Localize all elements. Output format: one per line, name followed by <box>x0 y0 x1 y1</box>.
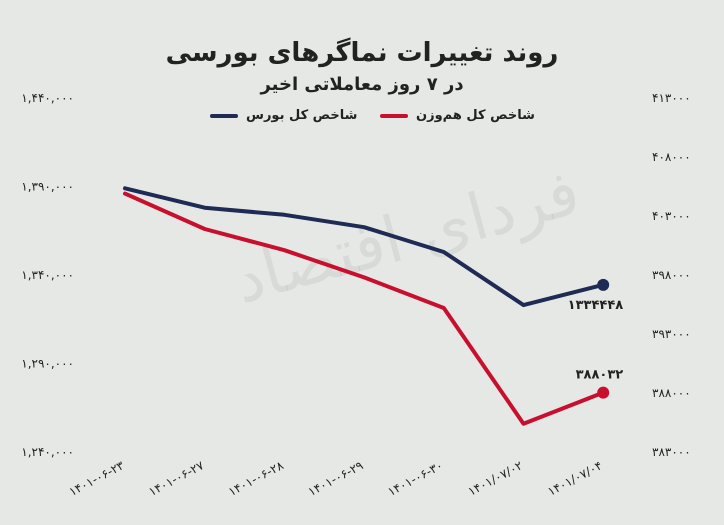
series-end-point-1 <box>597 386 610 399</box>
right-axis-tick-label: ۴۱۳۰۰۰ <box>652 91 691 105</box>
x-axis-tick-label: ۱۴۰۱/۰۷/۰۴ <box>545 458 604 498</box>
chart-title: روند تغییرات نماگرهای بورسی <box>165 38 559 68</box>
legend-label-total-index: شاخص کل بورس <box>246 108 358 123</box>
series-line-0 <box>123 186 606 308</box>
left-axis-tick-label: ۱,۲۴۰,۰۰۰ <box>21 445 74 459</box>
legend-label-equal-weight-index: شاخص کل هم‌وزن <box>416 108 535 123</box>
legend-item-total-index: شاخص کل بورس <box>210 108 357 123</box>
chart-subtitle: در ۷ روز معاملاتی اخیر <box>260 74 464 95</box>
x-axis-tick-label: ۱۴۰۱-۰۶-۲۸ <box>226 458 286 499</box>
left-axis-tick-label: ۱,۳۹۰,۰۰۰ <box>21 180 74 194</box>
right-axis-tick-label: ۳۹۸۰۰۰ <box>652 268 691 282</box>
series-end-point-0 <box>597 278 610 291</box>
legend-swatch-equal-weight-index <box>380 113 408 118</box>
left-axis-tick-label: ۱,۲۹۰,۰۰۰ <box>21 357 74 371</box>
right-axis-tick-label: ۳۸۳۰۰۰ <box>652 445 691 459</box>
legend-swatch-total-index <box>210 113 238 118</box>
series-end-label-0: ۱۳۳۴۴۴۸ <box>568 298 624 313</box>
right-axis-tick-label: ۳۸۸۰۰۰ <box>652 386 691 400</box>
legend-item-equal-weight-index: شاخص کل هم‌وزن <box>380 108 535 123</box>
x-axis-tick-label: ۱۴۰۱-۰۶-۲۷ <box>146 458 206 499</box>
right-axis-tick-label: ۴۰۸۰۰۰ <box>652 150 691 164</box>
series-end-label-1: ۳۸۸۰۳۲ <box>576 368 624 383</box>
x-axis-tick-label: ۱۴۰۱-۰۶-۲۳ <box>67 458 127 499</box>
right-axis-tick-label: ۳۹۳۰۰۰ <box>652 327 691 341</box>
x-axis-tick-label: ۱۴۰۱-۰۶-۲۹ <box>306 458 366 499</box>
left-axis-tick-label: ۱,۳۴۰,۰۰۰ <box>21 268 74 282</box>
x-axis-tick-label: ۱۴۰۱/۰۷/۰۲ <box>466 458 525 498</box>
series-line-1 <box>123 191 606 426</box>
left-axis-tick-label: ۱,۴۴۰,۰۰۰ <box>21 91 74 105</box>
right-axis-tick-label: ۴۰۳۰۰۰ <box>652 209 691 223</box>
x-axis-tick-label: ۱۴۰۱-۰۶-۳۰ <box>385 458 445 499</box>
